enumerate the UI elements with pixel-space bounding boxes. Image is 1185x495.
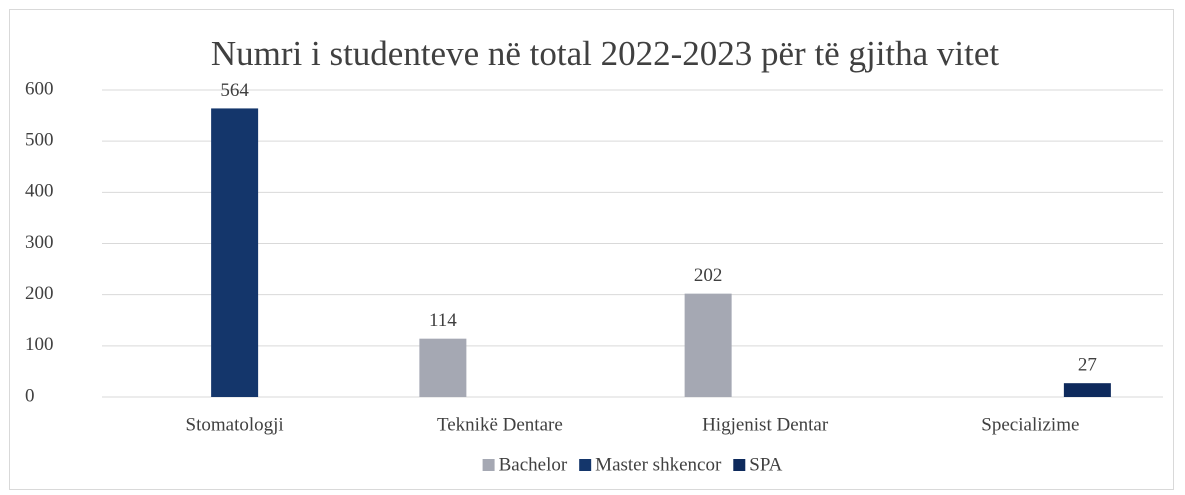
legend-swatch	[733, 459, 746, 471]
bar	[211, 108, 259, 398]
legend-label: Bachelor	[499, 454, 568, 475]
x-tick-label: Specializime	[981, 414, 1079, 435]
bar	[419, 338, 467, 397]
x-tick-label: Stomatologji	[186, 414, 284, 435]
y-tick-label: 0	[25, 385, 35, 406]
data-label: 27	[1078, 355, 1097, 376]
y-tick-label: 300	[25, 232, 54, 253]
x-tick-label: Higjenist Dentar	[702, 414, 829, 435]
legend-swatch	[579, 459, 592, 471]
y-tick-label: 100	[25, 334, 54, 355]
y-tick-label: 400	[25, 181, 54, 202]
legend-label: SPA	[749, 454, 782, 475]
x-tick-label: Teknikë Dentare	[437, 414, 563, 435]
y-tick-label: 500	[25, 130, 54, 151]
data-label: 564	[220, 80, 249, 101]
data-label: 202	[694, 265, 723, 286]
y-tick-label: 600	[25, 78, 54, 99]
bar	[684, 293, 732, 397]
legend-label: Master shkencor	[595, 454, 722, 475]
chart-title: Numri i studenteve në total 2022-2023 pë…	[211, 34, 1000, 73]
data-label: 114	[429, 310, 457, 331]
bar	[1063, 383, 1111, 397]
legend-swatch	[482, 459, 495, 471]
y-tick-label: 200	[25, 283, 54, 304]
